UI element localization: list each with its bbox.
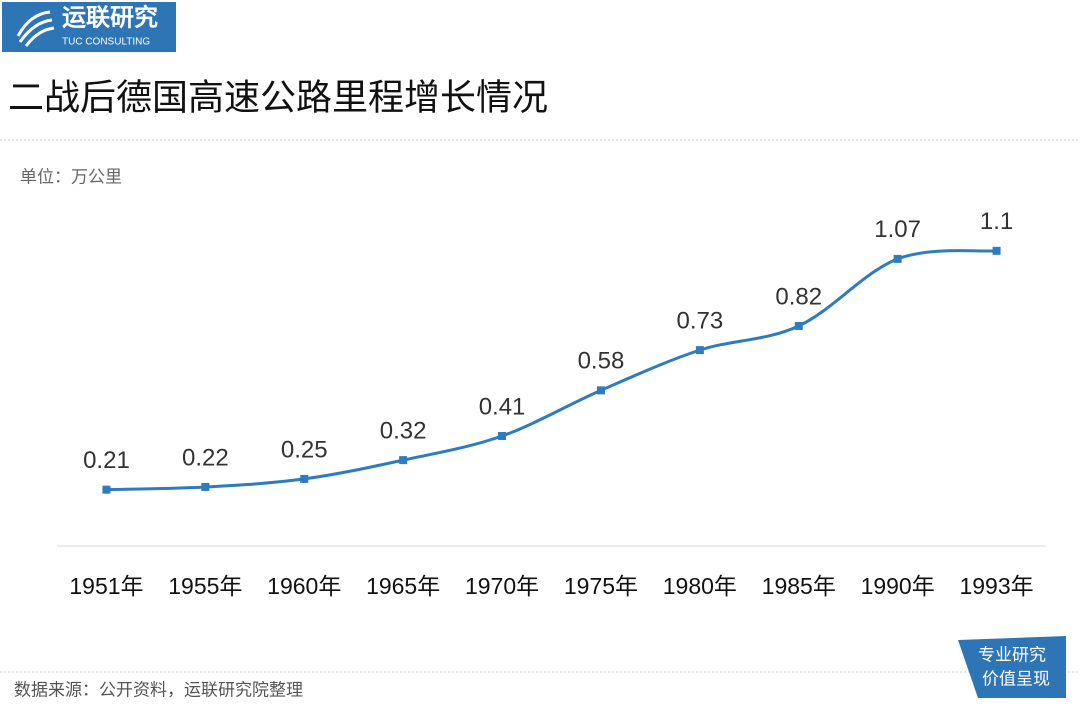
unit-label: 单位：万公里 [20, 167, 122, 186]
x-tick-label: 1990年 [861, 573, 935, 599]
x-tick-label: 1993年 [959, 573, 1033, 599]
x-tick-label: 1951年 [69, 573, 143, 599]
marker [596, 386, 605, 395]
logo-name: 运联研究 [62, 3, 158, 31]
data-label: 0.41 [479, 393, 526, 420]
badge-text: 价值呈现 [982, 669, 1050, 688]
logo-sub: TUC CONSULTING [62, 37, 150, 48]
data-label: 0.25 [281, 436, 328, 463]
marker [399, 456, 408, 465]
x-tick-label: 1985年 [762, 573, 836, 599]
marker [102, 485, 111, 494]
data-label: 0.22 [182, 444, 229, 471]
marker [695, 346, 704, 355]
data-label: 0.32 [380, 417, 427, 444]
x-tick-label: 1980年 [663, 573, 737, 599]
marker [498, 431, 507, 440]
data-label: 0.73 [676, 307, 723, 334]
x-tick-label: 1965年 [366, 573, 440, 599]
badge [958, 636, 1066, 698]
marker [201, 482, 210, 491]
data-label: 0.58 [578, 348, 625, 375]
logo-icon [16, 10, 55, 47]
data-label: 1.1 [980, 208, 1013, 235]
x-tick-label: 1975年 [564, 573, 638, 599]
line [106, 249, 997, 492]
x-tick-label: 1960年 [267, 573, 341, 599]
source: 数据来源：公开资料，运联研究院整理 [14, 680, 303, 699]
logo-box [2, 2, 176, 52]
marker [893, 254, 902, 263]
marker [794, 321, 803, 330]
data-label: 0.21 [83, 447, 130, 474]
x-tick-label: 1970年 [465, 573, 539, 599]
chart-title: 二战后德国高速公路里程增长情况 [8, 77, 548, 118]
data-label: 0.82 [775, 283, 822, 310]
marker [992, 246, 1001, 255]
marker [300, 474, 309, 483]
x-tick-label: 1955年 [168, 573, 242, 599]
data-label: 1.07 [874, 216, 921, 243]
badge-text: 专业研究 [978, 645, 1046, 664]
